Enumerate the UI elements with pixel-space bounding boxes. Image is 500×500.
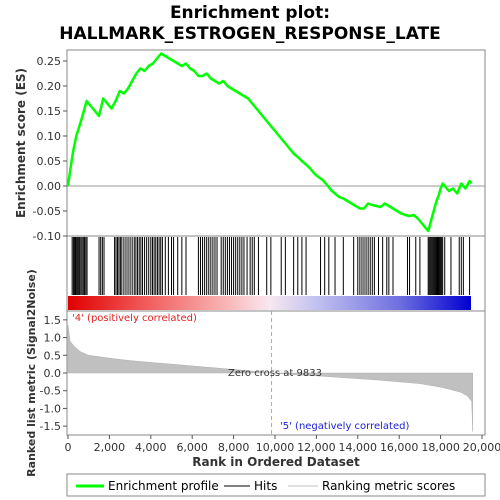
legend-box bbox=[66, 473, 486, 497]
negative-correlation-label: '5' (negatively correlated) bbox=[280, 421, 409, 432]
es-line bbox=[66, 52, 473, 233]
x-tick-label: 10,000 bbox=[256, 441, 295, 454]
metric-area bbox=[67, 325, 473, 432]
metric-tick-label: -1.0 bbox=[40, 402, 61, 415]
x-tick-label: 8,000 bbox=[218, 441, 250, 454]
x-tick-label: 4,000 bbox=[135, 441, 167, 454]
es-y-ticks: 0.25 0.20 0.15 0.10 0.05 0.00 -0.05 -0.10 bbox=[33, 55, 67, 243]
zero-cross-label: Zero cross at 9833 bbox=[228, 368, 322, 379]
legend-hits-label: Hits bbox=[254, 479, 277, 493]
metric-y-ticks: 1.5 1.0 0.5 0.0 -0.5 -1.0 -1.5 bbox=[40, 314, 67, 433]
es-tick-label: 0.05 bbox=[37, 155, 62, 168]
es-tick-label: 0.00 bbox=[37, 180, 62, 193]
x-tick-label: 16,000 bbox=[380, 441, 419, 454]
es-axis-label: Enrichment score (ES) bbox=[14, 68, 28, 218]
es-tick-label: -0.10 bbox=[33, 230, 61, 243]
es-tick-label: 0.15 bbox=[37, 105, 62, 118]
x-tick-label: 18,000 bbox=[421, 441, 460, 454]
x-axis-label: Rank in Ordered Dataset bbox=[192, 455, 360, 469]
metric-tick-label: 0.5 bbox=[44, 349, 62, 362]
es-panel bbox=[66, 49, 486, 237]
metric-tick-label: 1.0 bbox=[44, 332, 62, 345]
x-tick-label: 12,000 bbox=[297, 441, 336, 454]
es-tick-label: 0.10 bbox=[37, 130, 62, 143]
chart-subtitle: HALLMARK_ESTROGEN_RESPONSE_LATE bbox=[59, 24, 441, 44]
metric-tick-label: 1.5 bbox=[44, 314, 62, 327]
es-tick-label: 0.20 bbox=[37, 80, 62, 93]
legend-metric-label: Ranking metric scores bbox=[322, 479, 455, 493]
positive-correlation-label: '4' (positively correlated) bbox=[72, 313, 197, 324]
x-tick-label: 2,000 bbox=[94, 441, 126, 454]
metric-axis-label: Ranked list metric (Signal2Noise) bbox=[25, 269, 38, 477]
es-line-group bbox=[66, 52, 473, 233]
es-tick-label: -0.05 bbox=[33, 205, 61, 218]
legend-es-label: Enrichment profile bbox=[108, 479, 219, 493]
x-tick-label: 20,000 bbox=[463, 441, 500, 454]
metric-tick-label: -1.5 bbox=[40, 420, 61, 433]
es-tick-label: 0.25 bbox=[37, 55, 62, 68]
x-tick-label: 6,000 bbox=[176, 441, 208, 454]
metric-tick-label: -0.5 bbox=[40, 385, 61, 398]
x-tick-label: 0 bbox=[65, 441, 72, 454]
hit-marks bbox=[71, 237, 471, 295]
metric-area-fill bbox=[67, 325, 473, 432]
rank-color-bar bbox=[68, 296, 471, 310]
x-tick-label: 14,000 bbox=[339, 441, 378, 454]
x-ticks: 0 2,000 4,000 6,000 8,000 10,000 12,000 14,000 1… bbox=[65, 435, 500, 454]
chart-title: Enrichment plot: bbox=[170, 3, 330, 23]
metric-tick-label: 0.0 bbox=[44, 367, 62, 380]
